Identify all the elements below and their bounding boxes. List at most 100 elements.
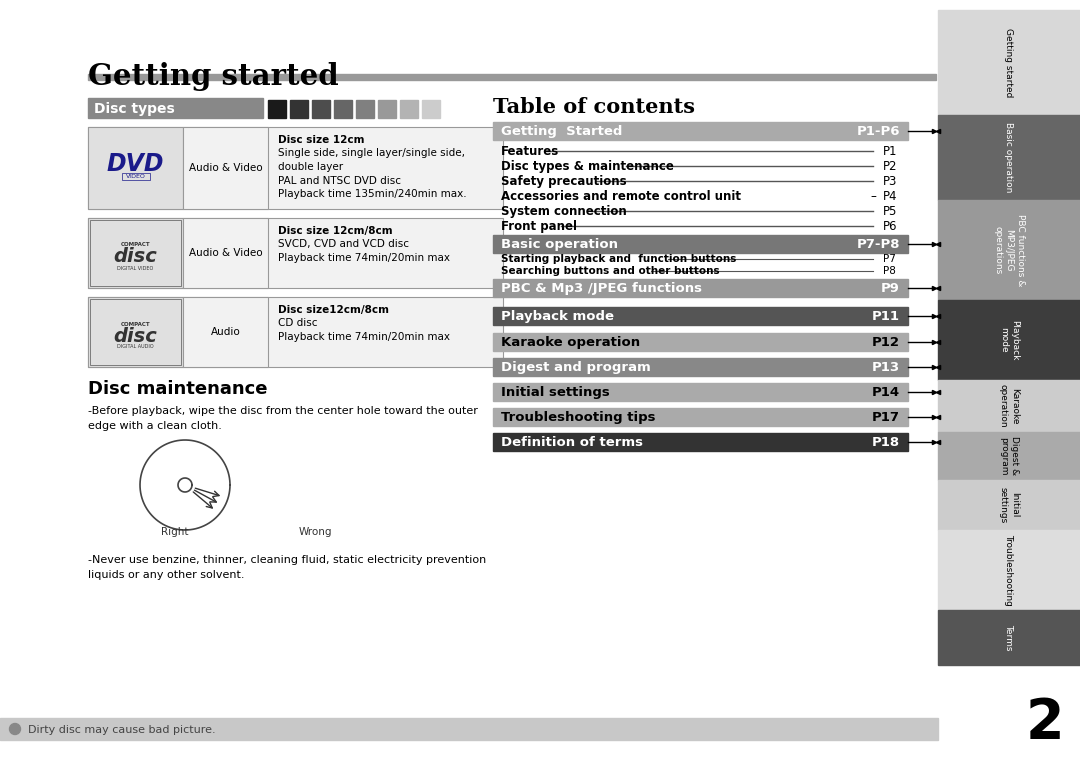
Text: Basic operation: Basic operation <box>501 238 618 251</box>
Bar <box>183 127 268 209</box>
Bar <box>492 279 908 297</box>
Text: CD disc: CD disc <box>278 318 318 329</box>
Text: –: – <box>870 190 876 203</box>
Text: P6: P6 <box>883 220 897 233</box>
Text: Playback time 135min/240min max.: Playback time 135min/240min max. <box>278 189 467 199</box>
Text: Wrong: Wrong <box>298 527 332 537</box>
Bar <box>422 100 440 118</box>
Bar <box>291 100 308 118</box>
Bar <box>90 220 181 286</box>
Text: P17: P17 <box>872 411 900 424</box>
Text: SVCD, CVD and VCD disc: SVCD, CVD and VCD disc <box>278 240 409 250</box>
Text: P9: P9 <box>881 282 900 295</box>
Bar <box>939 480 1080 530</box>
Text: P18: P18 <box>872 436 900 449</box>
Text: P2: P2 <box>883 160 897 173</box>
Text: COMPACT: COMPACT <box>121 243 150 247</box>
Text: 2: 2 <box>1026 696 1064 750</box>
Text: Troubleshooting tips: Troubleshooting tips <box>501 411 656 424</box>
Text: Getting started: Getting started <box>1004 27 1013 97</box>
Bar <box>939 432 1080 480</box>
Text: PBC & Mp3 /JPEG functions: PBC & Mp3 /JPEG functions <box>501 282 702 295</box>
Text: P5: P5 <box>883 205 897 218</box>
Text: DIGITAL AUDIO: DIGITAL AUDIO <box>118 345 153 349</box>
Text: Digest and program: Digest and program <box>501 361 651 374</box>
Text: Playback mode: Playback mode <box>501 310 615 323</box>
Bar <box>356 100 374 118</box>
Text: Terms: Terms <box>1004 624 1013 651</box>
Text: Digest &
program: Digest & program <box>999 436 1020 475</box>
Bar <box>312 100 330 118</box>
Bar <box>183 297 268 367</box>
Text: Accessories and remote control unit: Accessories and remote control unit <box>501 190 741 203</box>
Text: Initial settings: Initial settings <box>501 386 610 399</box>
Text: Disc size 12cm/8cm: Disc size 12cm/8cm <box>278 226 393 236</box>
Bar <box>87 218 183 288</box>
Bar <box>400 100 418 118</box>
Bar <box>492 358 908 376</box>
Bar <box>87 218 503 288</box>
Bar <box>492 307 908 325</box>
Text: Disc size 12cm: Disc size 12cm <box>278 135 365 145</box>
Text: P1-P6: P1-P6 <box>856 125 900 138</box>
Text: Searching buttons and other buttons: Searching buttons and other buttons <box>501 266 719 276</box>
Text: Getting  Started: Getting Started <box>501 125 622 138</box>
Text: P13: P13 <box>872 361 900 374</box>
Text: Playback time 74min/20min max: Playback time 74min/20min max <box>278 332 450 342</box>
Text: VIDEO: VIDEO <box>125 173 146 179</box>
Bar <box>939 530 1080 610</box>
Text: P7-P8: P7-P8 <box>856 238 900 251</box>
Bar <box>121 173 149 180</box>
Text: Initial
settings: Initial settings <box>999 487 1020 523</box>
Bar <box>939 380 1080 432</box>
Bar <box>939 10 1080 115</box>
Text: Disc size12cm/8cm: Disc size12cm/8cm <box>278 305 389 315</box>
Bar <box>183 218 268 288</box>
Text: P11: P11 <box>872 310 900 323</box>
Bar <box>90 299 181 365</box>
Bar <box>0 718 939 740</box>
Text: Playback time 74min/20min max: Playback time 74min/20min max <box>278 253 450 263</box>
Bar <box>378 100 396 118</box>
Text: Karaoke operation: Karaoke operation <box>501 336 640 349</box>
Text: Features: Features <box>501 145 559 158</box>
Text: Disc maintenance: Disc maintenance <box>87 380 268 398</box>
Text: Basic operation: Basic operation <box>1004 122 1013 193</box>
Bar <box>87 297 183 367</box>
Text: P3: P3 <box>883 175 897 188</box>
Text: Starting playback and  function buttons: Starting playback and function buttons <box>501 254 737 264</box>
Text: Disc types: Disc types <box>94 102 175 116</box>
Text: System connection: System connection <box>501 205 626 218</box>
Bar <box>87 98 264 118</box>
Text: Troubleshooting: Troubleshooting <box>1004 534 1013 606</box>
Text: Disc types & maintenance: Disc types & maintenance <box>501 160 674 173</box>
Bar <box>939 300 1080 380</box>
Text: DIGITAL VIDEO: DIGITAL VIDEO <box>118 266 153 271</box>
Bar <box>492 408 908 426</box>
Text: Right: Right <box>161 527 189 537</box>
Text: DVD: DVD <box>107 152 164 176</box>
Text: P8: P8 <box>883 266 896 276</box>
Text: disc: disc <box>113 327 158 346</box>
Text: PBC functions &
MP3/JPEG
operations: PBC functions & MP3/JPEG operations <box>994 214 1025 286</box>
Text: COMPACT: COMPACT <box>121 321 150 327</box>
Text: Audio: Audio <box>211 327 241 337</box>
Text: PAL and NTSC DVD disc: PAL and NTSC DVD disc <box>278 175 401 185</box>
Text: P7: P7 <box>883 254 896 264</box>
Text: double layer: double layer <box>278 162 343 172</box>
Text: disc: disc <box>113 247 158 266</box>
Text: Dirty disc may cause bad picture.: Dirty disc may cause bad picture. <box>28 725 216 735</box>
Bar <box>492 383 908 401</box>
Text: P14: P14 <box>872 386 900 399</box>
Bar <box>268 100 286 118</box>
Bar <box>334 100 352 118</box>
Bar <box>87 74 936 80</box>
Bar <box>87 127 503 209</box>
Text: Safety precautions: Safety precautions <box>501 175 626 188</box>
Bar <box>87 297 503 367</box>
Text: P4: P4 <box>883 190 897 203</box>
Bar <box>87 127 183 209</box>
Text: Single side, single layer/single side,: Single side, single layer/single side, <box>278 149 465 159</box>
Circle shape <box>10 723 21 735</box>
Bar <box>492 433 908 451</box>
